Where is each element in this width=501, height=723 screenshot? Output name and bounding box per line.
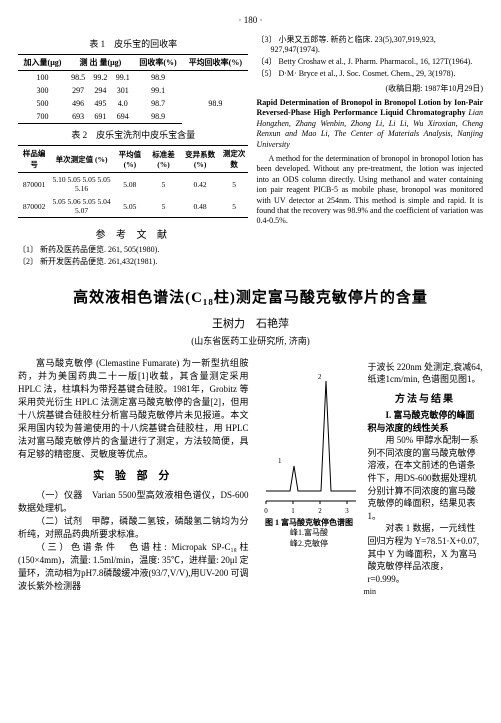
t2-h2: 平均值(%) xyxy=(113,146,147,173)
method-subhead: I. 富马酸克敏停的峰面积与浓度的线性关系 xyxy=(367,409,482,434)
reference-item: 〔4〕 Betty Croshaw et al., J. Pharm. Phar… xyxy=(256,57,483,67)
reference-item: 〔3〕 小果又五郎等. 新药と临床. 23(5),307,919,923, 92… xyxy=(256,35,483,55)
conditions-section: （三）色谱条件 色谱柱: Micropak SP-C₁₈柱(150×4mm)，流… xyxy=(18,541,248,593)
table2: 样品编号 单次测定值 (%) 平均值(%) 标准差(%) 变异系数(%) 测定次… xyxy=(18,145,248,218)
table-cell: 301 xyxy=(112,84,134,97)
table-cell: 100 xyxy=(18,71,67,85)
table-cell: 694 xyxy=(112,110,134,124)
table-cell: 98.9 xyxy=(134,71,182,85)
instrument-section: （一）仪器 Varian 5500型高效液相色谱仪，DS-600数据处理机。 xyxy=(18,489,248,515)
table-cell: 691 xyxy=(89,110,111,124)
reference-item: 〔1〕 新药及医药品便览. 261, 505(1980). xyxy=(18,245,248,255)
peak1-label: 1 xyxy=(278,457,282,465)
table-cell: 693 xyxy=(67,110,89,124)
figure-caption-text: 峰1.富马酸 峰2.克敏停 xyxy=(256,528,361,549)
table-cell: 496 xyxy=(67,97,89,110)
table-cell: 297 xyxy=(67,84,89,97)
xlabel-2: 2 xyxy=(319,507,323,515)
table-cell: 500 xyxy=(18,97,67,110)
table-cell: 0.42 xyxy=(180,173,219,196)
page-number: · 180 · xyxy=(18,15,483,25)
table-cell: 99.1 xyxy=(134,84,182,97)
t1-h5: 平均回收率(%) xyxy=(182,55,248,71)
receipt-date: (收稿日期: 1987年10月29日) xyxy=(256,83,483,94)
t1-h0: 加入量(μg) xyxy=(18,55,67,71)
t2-h1: 单次测定值 (%) xyxy=(50,146,113,173)
table-cell: 495 xyxy=(89,97,111,110)
table-cell: 294 xyxy=(89,84,111,97)
table-cell: 99.2 xyxy=(89,71,111,85)
affiliation: (山东省医药工业研究所, 济南) xyxy=(18,334,483,347)
authors-chinese: 王树力 石艳萍 xyxy=(18,315,483,331)
table1: 加入量(μg) 测 出 量(μg) 回收率(%) 平均回收率(%) 10098.… xyxy=(18,54,248,124)
table-cell: 5 xyxy=(220,195,249,218)
table1-title: 表 1 皮乐宝的回收率 xyxy=(18,37,248,50)
method-body: 用 50% 甲醇水配制一系列不同浓度的富马酸克敏停溶液，在本文前述的色谱条件下，… xyxy=(367,434,482,522)
table-cell: 5.05 5.06 5.05 5.04 5.07 xyxy=(50,195,113,218)
table-cell: 870002 xyxy=(18,195,50,218)
refs-title: 参 考 文 献 xyxy=(18,226,248,241)
table-cell: 5 xyxy=(220,173,249,196)
table-cell: 5.08 xyxy=(113,173,147,196)
t1-h4: 回收率(%) xyxy=(134,55,182,71)
reagents-section: （二）试剂 甲醇，磷酸二氢铵，磷酸氢二钠均为分析纯，对照品药典所要求标准。 xyxy=(18,515,248,541)
figure-caption-title: 图 1 富马酸克敏停色谱图 xyxy=(256,518,361,528)
t2-h5: 测定次数 xyxy=(220,146,249,173)
reference-item: 〔5〕 D·M· Bryce et al., J. Soc. Cosmet. C… xyxy=(256,69,483,79)
xlabel-0: 0 xyxy=(265,507,269,515)
table-cell: 5 xyxy=(147,173,181,196)
t2-h0: 样品编号 xyxy=(18,146,50,173)
table-cell: 300 xyxy=(18,84,67,97)
intro-paragraph: 富马酸克敏停 (Clemastine Fumarate) 为一新型抗组胺药，并为… xyxy=(18,357,248,461)
t2-h4: 变异系数(%) xyxy=(180,146,219,173)
reference-item: 〔2〕 新开发医药品便览. 261,432(1981). xyxy=(18,257,248,267)
xlabel-1: 1 xyxy=(292,507,296,515)
table-cell: 4.0 xyxy=(112,97,134,110)
chromatogram-figure: 0 1 2 3 1 2 图 1 富马酸克敏停色谱图 峰1.富马酸 峰2.克敏停 xyxy=(256,361,361,586)
abstract-body: A method for the determination of bronop… xyxy=(256,154,483,227)
table-cell: 98.5 xyxy=(67,71,89,85)
table-cell: 98.9 xyxy=(134,110,182,124)
experiment-heading: 实 验 部 分 xyxy=(18,467,248,483)
t2-h3: 标准差(%) xyxy=(147,146,181,173)
table-cell: 99.1 xyxy=(112,71,134,85)
peak2-label: 2 xyxy=(318,373,322,381)
t1-h1: 测 出 量(μg) xyxy=(67,55,134,71)
table-cell: 5.10 5.05 5.05 5.05 5.16 xyxy=(50,173,113,196)
table-cell: 870001 xyxy=(18,173,50,196)
linear-regression: 对表 1 数据，一元线性回归方程为 Y=78.51·X+0.07, 其中 Y 为… xyxy=(367,522,482,585)
table-cell: 5.05 xyxy=(113,195,147,218)
english-abstract: Rapid Determination of Bronopol in Brono… xyxy=(256,98,483,227)
table-cell: 98.9 xyxy=(182,84,248,124)
right-intro: 于波长 220nm 处测定,衰减64, 纸速1cm/min, 色谱图见图1。 xyxy=(367,361,482,386)
method-heading: 方法与结果 xyxy=(367,390,482,405)
main-title: 高效液相色谱法(C₁₈柱)测定富马酸克敏停片的含量 xyxy=(18,286,483,307)
table-cell: 0.48 xyxy=(180,195,219,218)
table-cell: 98.7 xyxy=(134,97,182,110)
abstract-title: Rapid Determination of Bronopol in Brono… xyxy=(256,98,483,117)
xlabel-3: 3 xyxy=(346,507,350,515)
table-cell: 700 xyxy=(18,110,67,124)
table-cell: 5 xyxy=(147,195,181,218)
table2-title: 表 2 皮乐宝洗剂中皮乐宝含量 xyxy=(18,128,248,141)
x-axis-label: min xyxy=(256,587,483,596)
